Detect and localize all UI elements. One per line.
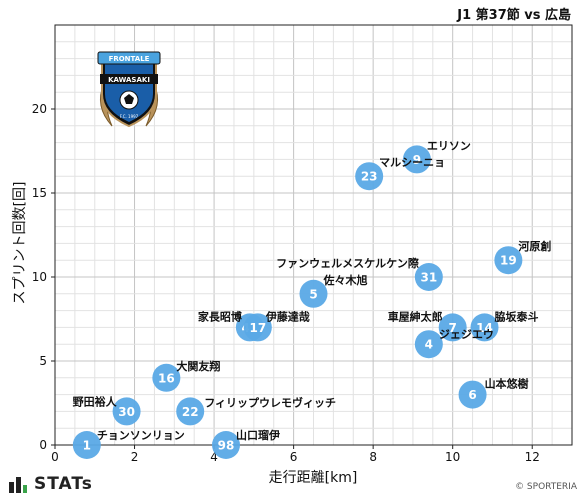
emblem-line2: KAWASAKI [108, 76, 150, 84]
point-label: 家長昭博 [198, 309, 242, 323]
point-label: チョンソンリョン [97, 429, 185, 442]
bar-chart-icon [9, 477, 27, 493]
x-tick-label: 4 [210, 450, 218, 464]
point-marker [112, 397, 141, 426]
x-tick-label: 12 [525, 450, 540, 464]
point-number: 23 [361, 170, 378, 184]
x-tick-label: 8 [369, 450, 377, 464]
data-points: 9エリソン23マルシーニョ19河原創31ファンウェルメスケルケン際5佐々木旭41… [72, 139, 551, 459]
point-label: エリソン [427, 139, 471, 152]
point-marker [414, 263, 443, 291]
club-emblem: FRONTALE KAWASAKI F.C. 1997 [97, 51, 161, 128]
point-label: ファンウェルメスケルケン際 [276, 256, 420, 270]
y-axis-label: スプリント回数[回] [12, 182, 28, 305]
point-number: 22 [182, 405, 199, 419]
x-tick-label: 0 [51, 450, 59, 464]
point-number: 7 [449, 321, 457, 335]
y-tick-label: 10 [32, 270, 47, 284]
chart-title: J1 第37節 vs 広島 [457, 8, 571, 23]
point-marker [458, 380, 487, 409]
point-label: フィリップウレモヴィッチ [204, 395, 336, 409]
y-tick-label: 15 [32, 186, 47, 200]
point-number: 14 [476, 321, 493, 335]
data-point: 22 フィリップウレモヴィッチ [176, 395, 336, 426]
point-number: 31 [420, 271, 437, 285]
point-label: ジェジエウ [439, 328, 494, 341]
point-label: 大関友翔 [176, 359, 220, 373]
point-marker [176, 397, 205, 426]
y-tick-label: 20 [32, 102, 47, 116]
stats-logo: STATs [8, 474, 93, 494]
grid [54, 24, 573, 446]
data-point: 5 佐々木旭 [299, 273, 368, 308]
copyright: © SPORTERIA [515, 482, 577, 492]
brand-name: STATs [34, 474, 93, 494]
data-point: 9 エリソン [402, 139, 471, 174]
emblem-line1: FRONTALE [109, 55, 150, 63]
point-number: 5 [309, 287, 317, 301]
point-marker [438, 313, 467, 342]
point-marker [72, 431, 101, 459]
data-point: 6 山本悠樹 [458, 377, 529, 409]
point-number: 9 [413, 153, 421, 167]
point-number: 4 [425, 338, 433, 352]
banner-mid [100, 74, 158, 84]
point-label: 山口瑠伊 [236, 428, 280, 442]
banner-top [97, 51, 161, 65]
point-label: 車屋紳太郎 [388, 309, 443, 323]
point-label: 脇坂泰斗 [495, 309, 539, 323]
point-label: 山本悠樹 [485, 377, 529, 391]
point-number: 30 [118, 405, 135, 419]
x-tick-label: 2 [131, 450, 139, 464]
point-marker [414, 330, 443, 359]
point-marker [402, 145, 431, 174]
x-tick-label: 6 [290, 450, 298, 464]
point-label: 野田裕人 [73, 394, 118, 408]
point-label: マルシーニョ [379, 156, 445, 169]
point-number: 1 [83, 439, 91, 453]
y-tick-label: 5 [39, 354, 47, 368]
point-marker [470, 313, 499, 342]
point-marker [152, 363, 181, 392]
data-point: 1 チョンソンリョン [72, 429, 185, 459]
point-marker [243, 313, 272, 342]
point-number: 16 [158, 371, 175, 385]
point-label: 伊藤達哉 [265, 309, 310, 323]
x-axis-label: 走行距離[km] [269, 469, 358, 486]
point-number: 19 [500, 254, 517, 268]
point-number: 98 [218, 439, 235, 453]
point-label: 河原創 [518, 239, 551, 253]
data-point: 4 ジェジエウ [414, 328, 494, 359]
data-point: 7 車屋紳太郎 [388, 309, 467, 342]
point-marker [299, 279, 328, 308]
point-marker [355, 162, 384, 191]
point-marker [212, 431, 241, 459]
point-label: 佐々木旭 [323, 273, 368, 287]
y-tick-label: 0 [39, 438, 47, 452]
x-tick-label: 10 [445, 450, 460, 464]
point-number: 17 [249, 321, 266, 335]
plot-frame [54, 24, 573, 446]
emblem-line3: F.C. 1997 [120, 114, 139, 119]
point-marker [494, 246, 523, 275]
point-number: 6 [468, 388, 476, 402]
